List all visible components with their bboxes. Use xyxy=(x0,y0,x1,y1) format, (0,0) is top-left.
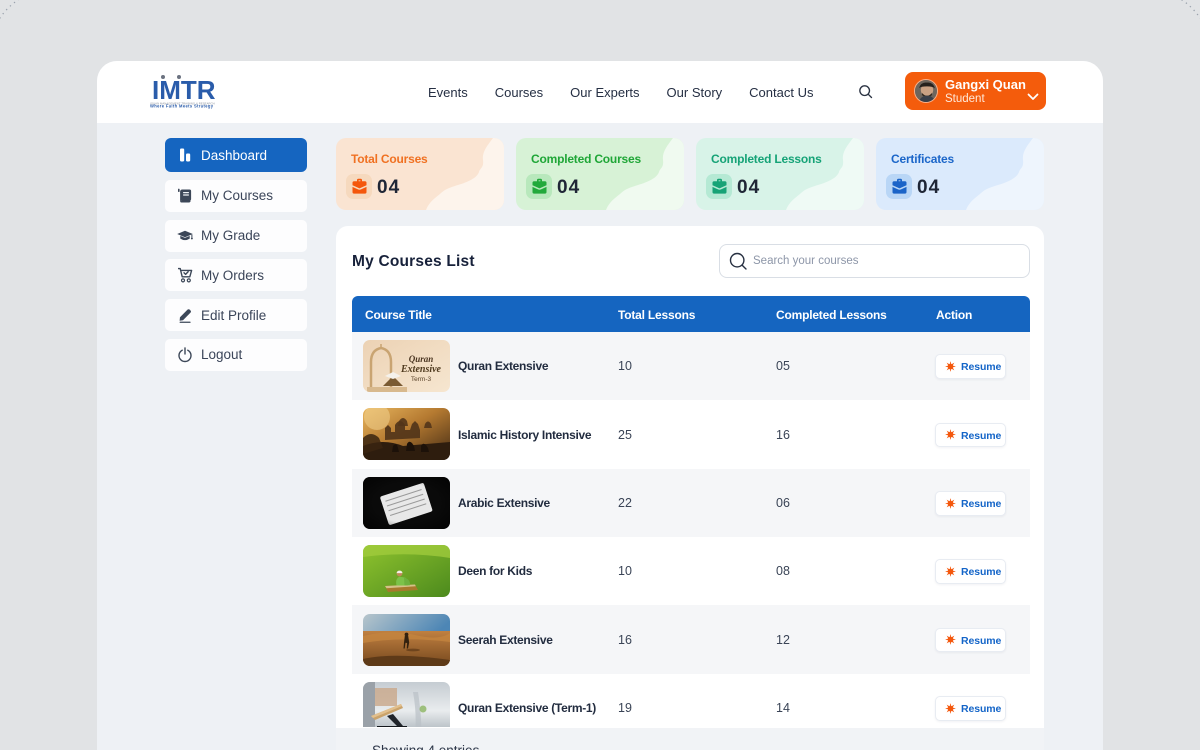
svg-text:Term-3: Term-3 xyxy=(411,376,432,383)
svg-text:Quran: Quran xyxy=(409,354,434,364)
svg-text:Extensive: Extensive xyxy=(400,364,442,375)
